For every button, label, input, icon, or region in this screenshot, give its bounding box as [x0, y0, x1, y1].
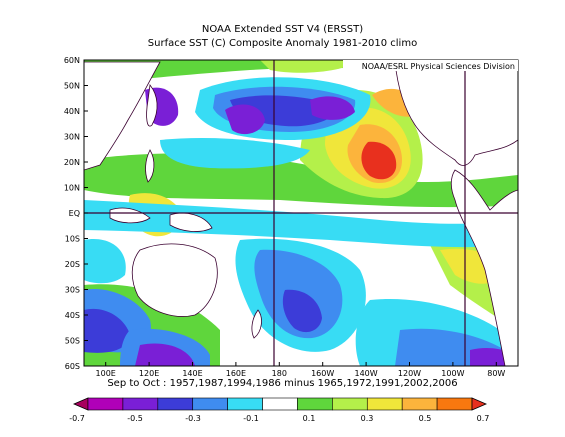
colorbar-tick-label: -0.7: [69, 414, 85, 423]
australia-land: [131, 243, 218, 317]
anomaly-region: [260, 60, 360, 73]
lon-label: 160E: [226, 369, 246, 378]
anomaly-region: [84, 153, 518, 208]
lat-label: 50N: [64, 82, 80, 91]
colorbar-swatch: [157, 397, 194, 411]
lon-label: 180: [272, 369, 287, 378]
lon-label: 100W: [441, 369, 464, 378]
colorbar-tick-label: -0.5: [127, 414, 143, 423]
longitude-axis: 100E 120E 140E 160E 180 160W 140W 120W 100W 80W: [96, 362, 505, 378]
map-subtitle: Surface SST (C) Composite Anomaly 1981-2…: [147, 38, 418, 49]
lat-label: EQ: [69, 209, 80, 218]
colorbar-swatch: [401, 397, 438, 411]
lon-label: 120E: [139, 369, 159, 378]
lat-label: 60S: [65, 362, 80, 371]
colorbar-swatch: [122, 397, 159, 411]
colorbar-swatch: [192, 397, 228, 411]
philippines-land: [145, 149, 155, 183]
lat-label: 60N: [64, 56, 80, 65]
indonesia-land: [109, 207, 151, 224]
lon-label: 140E: [182, 369, 202, 378]
anomaly-region: [282, 289, 322, 333]
anomaly-region: [84, 308, 130, 353]
credit-box: [343, 60, 518, 71]
colorbar-swatch: [332, 397, 368, 411]
colorbar-high-triangle: [471, 397, 488, 411]
lat-label: 30S: [65, 286, 80, 295]
lat-label: 40S: [65, 311, 80, 320]
lat-label: 10S: [65, 235, 80, 244]
colorbar-tick-label: 0.5: [419, 414, 432, 423]
map-title: NOAA Extended SST V4 (ERSST): [201, 24, 364, 35]
colorbar-tick-label: 0.1: [303, 414, 316, 423]
colorbar-tick-label: -0.1: [243, 414, 259, 423]
lat-label: 20S: [65, 260, 80, 269]
lat-label: 50S: [65, 337, 80, 346]
anomaly-field: [84, 60, 518, 366]
latitude-axis: 60N 50N 40N 30N 20N 10N EQ 10S 20S 30S 40S 50S 60S: [64, 56, 88, 371]
composite-caption: Sep to Oct : 1957,1987,1994,1986 minus 1…: [107, 378, 458, 389]
lon-label: 120W: [398, 369, 421, 378]
anomaly-region: [310, 96, 355, 120]
north-america-land: [394, 61, 518, 166]
colorbar-swatch: [87, 397, 124, 411]
lat-label: 30N: [64, 133, 80, 142]
lon-label: 80W: [487, 369, 505, 378]
colorbar-swatch: [297, 397, 333, 411]
lat-label: 10N: [64, 184, 80, 193]
japan-land: [146, 84, 158, 127]
colorbar-swatch: [227, 397, 263, 411]
anomaly-region: [84, 239, 126, 284]
lon-label: 100E: [96, 369, 116, 378]
continents: [84, 61, 518, 366]
lon-label: 160W: [311, 369, 334, 378]
lon-label: 140W: [355, 369, 378, 378]
colorbar-tick-label: 0.7: [477, 414, 490, 423]
colorbar-swatch: [436, 397, 473, 411]
lat-label: 40N: [64, 107, 80, 116]
colorbar-tick-label: -0.3: [185, 414, 201, 423]
colorbar-swatch: [262, 397, 298, 411]
colorbar-tick-label: 0.3: [361, 414, 374, 423]
anomaly-region: [135, 343, 195, 366]
colorbar-low-triangle: [72, 397, 89, 411]
anomaly-region: [84, 200, 518, 248]
credit-label: NOAA/ESRL Physical Sciences Division: [362, 62, 515, 71]
anomaly-region: [225, 104, 265, 135]
anomaly-region: [160, 138, 310, 169]
south-america-land: [450, 169, 518, 366]
new-zealand-land: [251, 309, 262, 339]
asia-land: [84, 61, 161, 171]
colorbar-swatch: [366, 397, 403, 411]
lat-label: 20N: [64, 158, 80, 167]
anomaly-region: [361, 141, 397, 180]
colorbar: -0.7 -0.5 -0.3 -0.1 0.1 0.3 0.5 0.7: [69, 397, 490, 423]
